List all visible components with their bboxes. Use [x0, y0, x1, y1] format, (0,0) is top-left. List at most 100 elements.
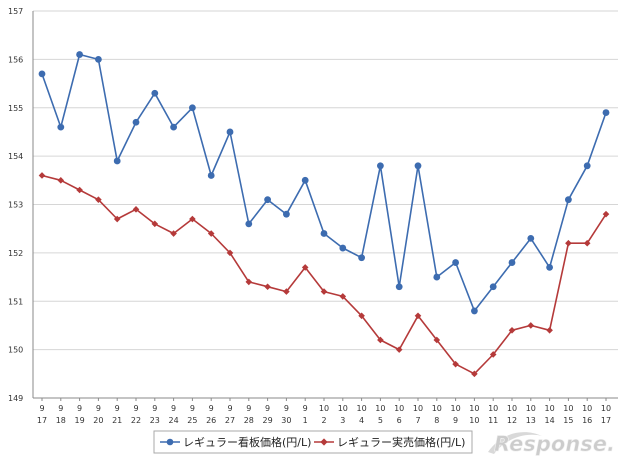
series-1-point [301, 176, 309, 184]
series-2-point [170, 230, 177, 237]
x-tick-day: 21 [112, 416, 122, 425]
series-1-point [508, 259, 516, 266]
x-tick-month: 9 [96, 404, 101, 413]
y-tick-label: 157 [8, 7, 23, 16]
legend-swatch-1-marker [166, 438, 174, 446]
legend: レギュラー看板価格(円/L) レギュラー実売価格(円/L) [153, 430, 473, 454]
x-tick-month: 10 [413, 404, 423, 413]
series-1-point [95, 55, 102, 63]
x-tick-day: 17 [37, 416, 47, 425]
x-tick-month: 10 [319, 404, 329, 413]
x-tick-day: 27 [225, 416, 235, 425]
x-tick-day: 16 [582, 416, 592, 425]
y-tick-labels: 149 150 151 152 153 154 155 156 157 [8, 7, 23, 403]
x-tick-day: 4 [359, 416, 364, 425]
series-2-point [489, 351, 497, 358]
x-tick-day: 24 [169, 416, 179, 425]
x-tick-day: 2 [321, 416, 326, 425]
series-2-point [377, 336, 384, 344]
x-tick-month: 9 [209, 404, 214, 413]
x-tick-month: 10 [451, 404, 461, 413]
series-2-point [151, 220, 159, 228]
x-tick-day: 26 [206, 416, 216, 425]
x-tick-day: 23 [150, 416, 160, 425]
series-2-point [452, 360, 459, 368]
x-tick-month: 10 [545, 404, 555, 413]
gridlines [33, 10, 618, 399]
y-tick-label: 155 [8, 104, 23, 113]
x-tick-month: 10 [357, 404, 367, 413]
x-tick-month: 10 [582, 404, 592, 413]
series-1-point [433, 273, 441, 281]
series-1-point [339, 244, 347, 252]
series-2-point [132, 206, 140, 213]
series-1-point [151, 89, 159, 97]
x-tick-day: 6 [397, 416, 402, 425]
series-2-point [283, 288, 290, 295]
x-tick-month: 10 [488, 404, 498, 413]
x-tick-month: 9 [77, 404, 82, 413]
y-tick-label: 152 [8, 249, 23, 258]
x-tick-month: 10 [526, 404, 536, 413]
x-tick-month: 10 [469, 404, 479, 413]
x-tick-month: 9 [246, 404, 251, 413]
series-2-point [245, 278, 253, 286]
series-1-point [583, 162, 591, 170]
x-tick-month: 10 [601, 404, 611, 413]
legend-box [153, 430, 473, 454]
series-2-point [189, 215, 196, 223]
series-1-point [38, 70, 46, 78]
series-2-point [565, 239, 572, 247]
x-tick-day: 25 [187, 416, 197, 425]
x-tick-month: 9 [133, 404, 138, 413]
series-2-point [414, 312, 422, 320]
x-tick-day: 20 [93, 416, 103, 425]
x-tick-day: 13 [526, 416, 536, 425]
x-tick-month: 10 [563, 404, 573, 413]
response-watermark: Response. [488, 432, 615, 456]
series-2-point [395, 346, 403, 353]
series-1-point [283, 210, 290, 218]
series-1-point [414, 162, 422, 170]
x-tick-month: 9 [190, 404, 195, 413]
series-2-point [602, 210, 610, 218]
x-tick-month: 9 [115, 404, 120, 413]
y-tick-label: 149 [8, 394, 23, 403]
x-tick-month: 9 [303, 404, 308, 413]
x-tick-day: 11 [488, 416, 498, 425]
x-tick-day: 7 [415, 416, 420, 425]
x-tick-day: 3 [340, 416, 345, 425]
series-2-point [38, 172, 46, 179]
series-lines [38, 51, 610, 378]
series-1-point [471, 307, 478, 315]
series-1-point [377, 162, 384, 170]
watermark-text: Response. [494, 432, 615, 456]
x-tick-month: 9 [284, 404, 289, 413]
series-2-point [207, 230, 215, 237]
y-tick-label: 154 [8, 152, 23, 161]
series-1-point [565, 196, 572, 204]
series-1-point [113, 157, 121, 165]
series-1-point [489, 283, 497, 291]
x-tick-day: 5 [378, 416, 383, 425]
series-2-point [527, 322, 535, 329]
x-tick-month: 9 [58, 404, 63, 413]
series-1-point [226, 128, 234, 136]
x-tick-day: 10 [469, 416, 479, 425]
y-tick-label: 156 [8, 55, 23, 64]
series-2-point [546, 326, 553, 334]
x-tick-day: 12 [507, 416, 517, 425]
x-tick-day: 28 [244, 416, 254, 425]
series-2-point [320, 288, 328, 295]
x-tick-day: 18 [56, 416, 66, 425]
series-1-point [76, 51, 83, 58]
series-2-point [339, 293, 347, 300]
series-1-point [602, 109, 610, 116]
series-2-point [113, 215, 121, 223]
series-1-point [527, 234, 535, 242]
series-1-point [264, 196, 271, 204]
series-2-point [583, 239, 591, 247]
x-tick-month: 10 [375, 404, 385, 413]
x-tick-day: 8 [434, 416, 439, 425]
x-tick-day: 9 [453, 416, 458, 425]
